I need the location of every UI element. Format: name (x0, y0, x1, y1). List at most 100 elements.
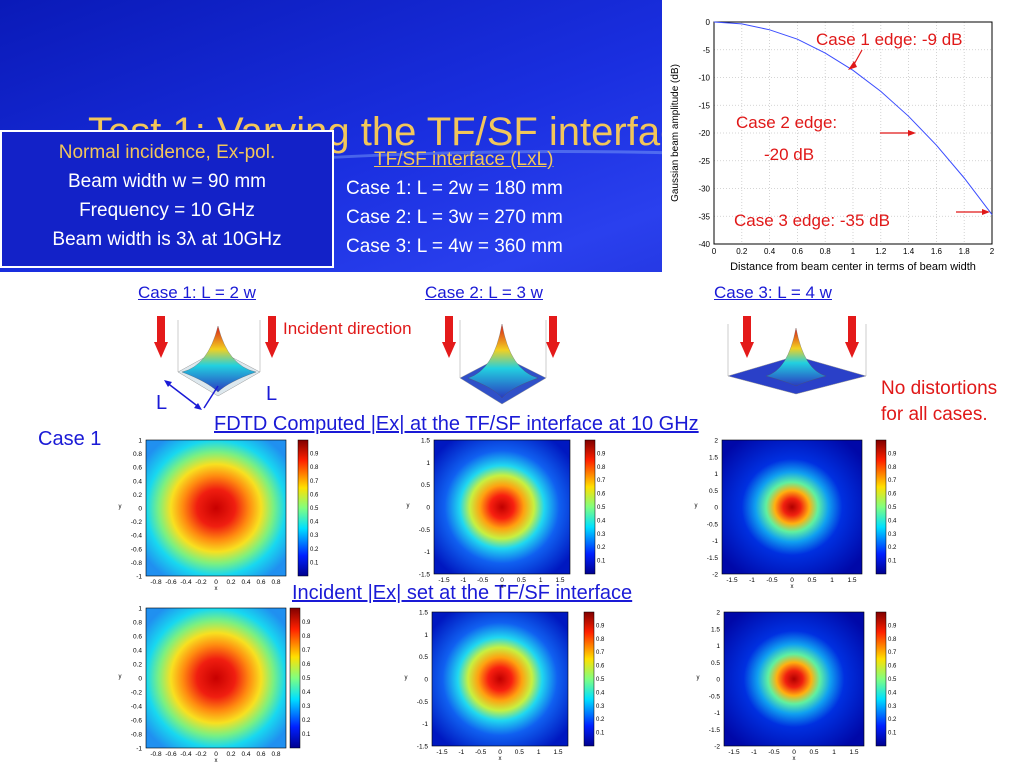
L-label-right: L (266, 383, 278, 405)
heatmap-y-tick: -1 (136, 574, 142, 581)
heatmap-x-tick: 0 (214, 579, 218, 586)
colorbar-tick: 0.3 (888, 704, 897, 710)
heatmap-y-tick: -1 (714, 710, 720, 717)
heatmap-y-tick: 0.8 (133, 620, 142, 627)
heatmap-y-label: y (697, 675, 700, 681)
colorbar-tick: 0.4 (310, 520, 319, 526)
heatmap-x-tick: 0.5 (809, 749, 818, 756)
heatmap-y-tick: -0.2 (131, 690, 143, 697)
heatmap-image (433, 439, 571, 575)
colorbar-tick: 0.7 (888, 478, 897, 484)
heatmap-y-tick: 0.6 (133, 634, 142, 641)
colorbar-tick: 0.1 (597, 559, 606, 565)
heatmap-image (721, 439, 863, 575)
heatmap-y-label: y (119, 674, 122, 680)
heatmap-x-tick: 0.2 (226, 751, 235, 758)
heatmap-x-tick: -1.5 (728, 749, 740, 756)
heatmap-x-tick: 0 (792, 749, 796, 756)
incident-arrow-case2-right (546, 316, 560, 360)
no-distortions-line1: No distortions (881, 378, 998, 399)
y-tick-label: -5 (703, 46, 711, 55)
L-label-left: L (156, 392, 168, 414)
tfsf-list: TF/SF interface (LxL) Case 1: L = 2w = 1… (346, 145, 563, 261)
heatmap-y-tick: -0.5 (709, 693, 721, 700)
colorbar-tick: 0.6 (310, 492, 319, 498)
heatmap-x-tick: 1.5 (849, 749, 858, 756)
colorbar-tick: 0.6 (888, 664, 897, 670)
heatmap-image (145, 607, 287, 749)
colorbar-tick: 0.8 (888, 465, 897, 471)
case1-row-label: Case 1 (38, 428, 102, 450)
heatmap-fdtd-case3: 2 1.5 1 0.5 0 -0.5 -1 -1.5 -2 -1.5 -1 -0.5 0 0.5 1 1.5 x… (695, 438, 898, 591)
colorbar-tick: 0.3 (597, 532, 606, 538)
colorbar-tick: 0.6 (302, 662, 311, 668)
colorbar-tick: 0.1 (888, 559, 897, 565)
colorbar-tick: 0.2 (310, 547, 319, 553)
colorbar-tick: 0.4 (888, 690, 897, 696)
heatmap-x-label: x (499, 756, 502, 762)
mesh-surface-case2 (459, 320, 547, 405)
colorbar-tick: 0.3 (888, 532, 897, 538)
colorbar-tick: 0.2 (597, 545, 606, 551)
heatmap-image (431, 611, 569, 747)
colorbar-tick: 0.8 (310, 465, 319, 471)
heatmap-y-tick: 0 (426, 505, 430, 512)
heatmap-x-tick: -0.2 (195, 751, 207, 758)
colorbar-tick: 0.9 (888, 623, 897, 629)
annotation-case1-arrowhead (848, 61, 857, 70)
heatmap-incident-case2: 1.5 1 0.5 0 -0.5 -1 -1.5 -1.5 -1 -0.5 0 0.5 1 1.5 x y 0.… (405, 610, 606, 763)
y-tick-label: 0 (706, 18, 711, 27)
heatmap-y-tick: -1 (136, 746, 142, 753)
heatmap-y-tick: 0 (714, 505, 718, 512)
heatmap-x-tick: 0.6 (256, 751, 265, 758)
tfsf-header: TF/SF interface (LxL) (374, 149, 554, 170)
colorbar-tick: 0.4 (888, 518, 897, 524)
heatmap-x-tick: 0.4 (241, 751, 250, 758)
heatmap-x-tick: -1 (751, 749, 757, 756)
annotation-case3-arrowhead (982, 209, 990, 215)
heatmap-y-tick: 0.2 (133, 492, 142, 499)
heatmap-y-tick: 0.8 (133, 451, 142, 458)
heatmap-y-tick: 0.5 (421, 482, 430, 489)
heatmap-x-tick: -0.2 (195, 579, 207, 586)
heatmap-x-tick: -0.6 (165, 579, 177, 586)
heatmap-x-tick: 1 (832, 749, 836, 756)
heatmap-image (723, 611, 865, 747)
colorbar-tick: 0.6 (888, 492, 897, 498)
heatmap-y-label: y (405, 675, 408, 681)
heatmap-x-tick: -1 (458, 749, 464, 756)
heatmap-image (145, 439, 287, 577)
heatmap-y-tick: -1.5 (417, 744, 429, 751)
y-tick-label: -35 (698, 212, 710, 221)
heatmap-x-tick: -0.5 (766, 577, 778, 584)
heatmap-x-tick: 1.5 (847, 577, 856, 584)
beam-amplitude-plot: 0 -5 -10 -15 -20 -25 -30 -35 -40 0 0.2 0.4 0.6 0.8 1 1… (662, 0, 1024, 278)
colorbar-tick: 0.5 (310, 506, 319, 512)
heatmap-y-tick: 1.5 (709, 454, 718, 461)
x-tick-label: 0.2 (736, 247, 748, 256)
heatmap-y-tick: 0.5 (709, 488, 718, 495)
heatmap-x-tick: -0.4 (180, 579, 192, 586)
heatmap-y-tick: 0 (424, 677, 428, 684)
x-tick-label: 1.2 (875, 247, 887, 256)
tfsf-case2: Case 2: L = 3w = 270 mm (346, 207, 563, 228)
x-tick-label: 1.8 (959, 247, 971, 256)
heatmap-y-tick: -2 (712, 572, 718, 579)
colorbar (875, 439, 887, 575)
heatmap-x-tick: -0.4 (180, 751, 192, 758)
heatmap-y-tick: 0.2 (133, 662, 142, 669)
heatmap-y-tick: 0.6 (133, 465, 142, 472)
incident-arrow-case1-left (154, 316, 168, 360)
x-tick-label: 2 (990, 247, 995, 256)
heatmap-y-tick: 2 (714, 438, 718, 445)
annotation-case2-a: Case 2 edge: (736, 113, 837, 132)
heatmap-y-tick: -1 (422, 721, 428, 728)
colorbar-tick: 0.5 (597, 505, 606, 511)
colorbar-tick: 0.4 (597, 518, 606, 524)
x-tick-label: 1.4 (903, 247, 915, 256)
heatmap-y-tick: 1 (716, 643, 720, 650)
heatmap-x-tick: 0.8 (271, 751, 280, 758)
frequency-line: Frequency = 10 GHz (79, 200, 255, 221)
heatmap-y-tick: -0.8 (131, 732, 143, 739)
colorbar-tick: 0.9 (888, 451, 897, 457)
